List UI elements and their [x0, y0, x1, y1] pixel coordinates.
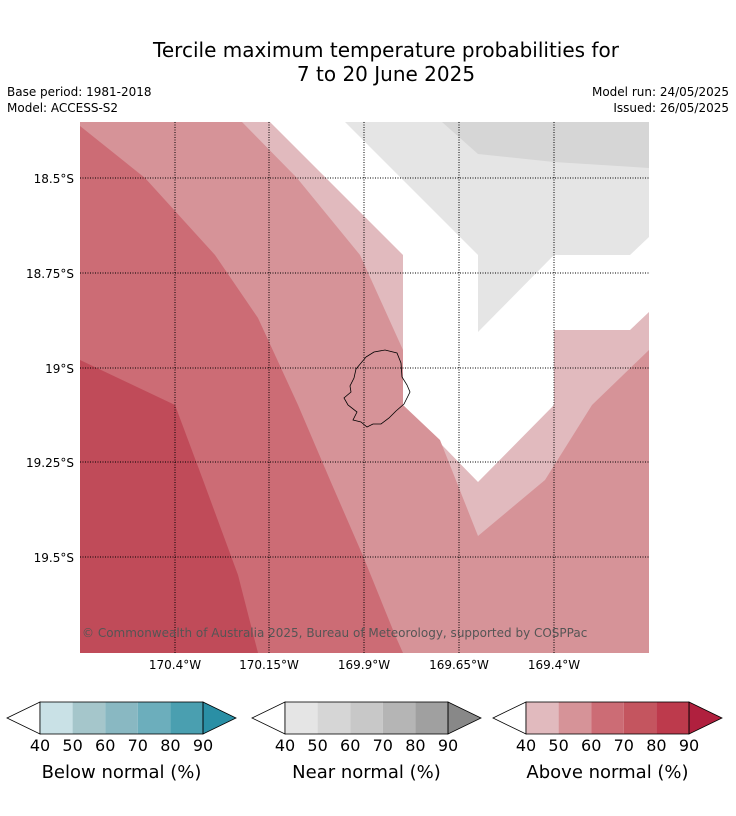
colorbar-near-tick-70: 70	[373, 736, 393, 755]
colorbar-near-outline	[284, 701, 449, 735]
latitude-labels: 18.5°S 18.75°S 19°S 19.25°S 19.5°S	[26, 172, 74, 565]
colorbar-below-tick-80: 80	[160, 736, 180, 755]
colorbar-above-normal: 40 50 60 70 80 90 Above normal (%)	[492, 701, 723, 783]
colorbar-below-segment-2	[72, 702, 106, 734]
title-line-1: Tercile maximum temperature probabilitie…	[153, 38, 619, 62]
colorbar-below-min-extend	[6, 701, 41, 735]
colorbar-above-segment-3	[591, 702, 624, 734]
near-normal-50-60-region	[442, 122, 649, 168]
colorbar-below-segment-5	[170, 702, 203, 734]
above-normal-70-80-region	[80, 360, 258, 653]
lon-label-1: 170.4°W	[149, 658, 201, 672]
meta-right: Model run: 24/05/2025 Issued: 26/05/2025	[592, 84, 729, 116]
colorbar-near-min-extend	[251, 701, 286, 735]
colorbar-above-segment-1	[526, 702, 559, 734]
lat-label-3: 19°S	[45, 362, 74, 376]
colorbar-above-max-extend	[688, 701, 723, 735]
lon-label-4: 169.65°W	[429, 658, 489, 672]
colorbar-above-tick-70: 70	[614, 736, 634, 755]
colorbar-below-tick-60: 60	[95, 736, 115, 755]
colorbar-below-outline	[39, 701, 204, 735]
colorbar-above-title: Above normal (%)	[526, 762, 688, 783]
colorbar-near-tick-80: 80	[405, 736, 425, 755]
colorbar-near-segment-2	[317, 702, 351, 734]
colorbar-below-tick-90: 90	[193, 736, 213, 755]
colorbar-above-tick-40: 40	[516, 736, 536, 755]
colorbar-near-tick-50: 50	[307, 736, 327, 755]
colorbar-above-tick-60: 60	[581, 736, 601, 755]
colorbar-below-segment-3	[105, 702, 138, 734]
colorbar-below-title: Below normal (%)	[42, 762, 202, 783]
colorbar-near-normal: 40 50 60 70 80 90 Near normal (%)	[251, 701, 482, 783]
colorbar-near-segment-4	[382, 702, 416, 734]
colorbar-below-segment-1	[40, 702, 73, 734]
colorbar-near-tick-40: 40	[275, 736, 295, 755]
colorbar-near-tick-90: 90	[438, 736, 458, 755]
copyright-notice: © Commonwealth of Australia 2025, Bureau…	[82, 626, 587, 640]
colorbar-below-tick-50: 50	[62, 736, 82, 755]
colorbar-above-segment-4	[623, 702, 657, 734]
colorbar-above-segment-5	[656, 702, 689, 734]
graticule	[80, 122, 649, 653]
colorbar-below-tick-70: 70	[128, 736, 148, 755]
colorbar-near-segment-1	[285, 702, 318, 734]
island-coastline	[343, 349, 411, 428]
colorbar-below-tick-40: 40	[30, 736, 50, 755]
base-period: Base period: 1981-2018	[7, 85, 152, 99]
colorbar-above-tick-90: 90	[679, 736, 699, 755]
model-name: Model: ACCESS-S2	[7, 101, 119, 115]
colorbar-below-segment-4	[137, 702, 171, 734]
colorbar-below-normal: 40 50 60 70 80 90 Below normal (%)	[6, 701, 237, 783]
colorbar-above-tick-50: 50	[548, 736, 568, 755]
colorbar-near-segment-3	[350, 702, 383, 734]
colorbar-above-outline	[525, 701, 690, 735]
near-normal-40-50-region-right	[554, 255, 649, 330]
colorbar-near-tick-60: 60	[340, 736, 360, 755]
colorbar-near-segment-5	[415, 702, 448, 734]
longitude-labels: 170.4°W 170.15°W 169.9°W 169.65°W 169.4°…	[149, 658, 580, 672]
meta-left: Base period: 1981-2018 Model: ACCESS-S2	[7, 84, 152, 116]
colorbar-below-max-extend	[202, 701, 237, 735]
map-title: Tercile maximum temperature probabilitie…	[0, 38, 736, 86]
lon-label-2: 170.15°W	[239, 658, 299, 672]
lat-label-4: 19.25°S	[26, 456, 74, 470]
near-normal-40-50-region	[345, 122, 649, 332]
issued-date: Issued: 26/05/2025	[613, 101, 729, 115]
lon-label-3: 169.9°W	[338, 658, 390, 672]
lat-label-2: 18.75°S	[26, 267, 74, 281]
colorbar-above-min-extend	[492, 701, 527, 735]
title-line-2: 7 to 20 June 2025	[296, 62, 476, 86]
colorbar-above-tick-80: 80	[646, 736, 666, 755]
model-run: Model run: 24/05/2025	[591, 85, 729, 99]
colorbar-near-title: Near normal (%)	[292, 762, 441, 783]
lat-label-5: 19.5°S	[34, 551, 74, 565]
lat-label-1: 18.5°S	[34, 172, 74, 186]
colorbar-near-max-extend	[447, 701, 482, 735]
colorbar-above-segment-2	[558, 702, 592, 734]
lon-label-5: 169.4°W	[528, 658, 580, 672]
